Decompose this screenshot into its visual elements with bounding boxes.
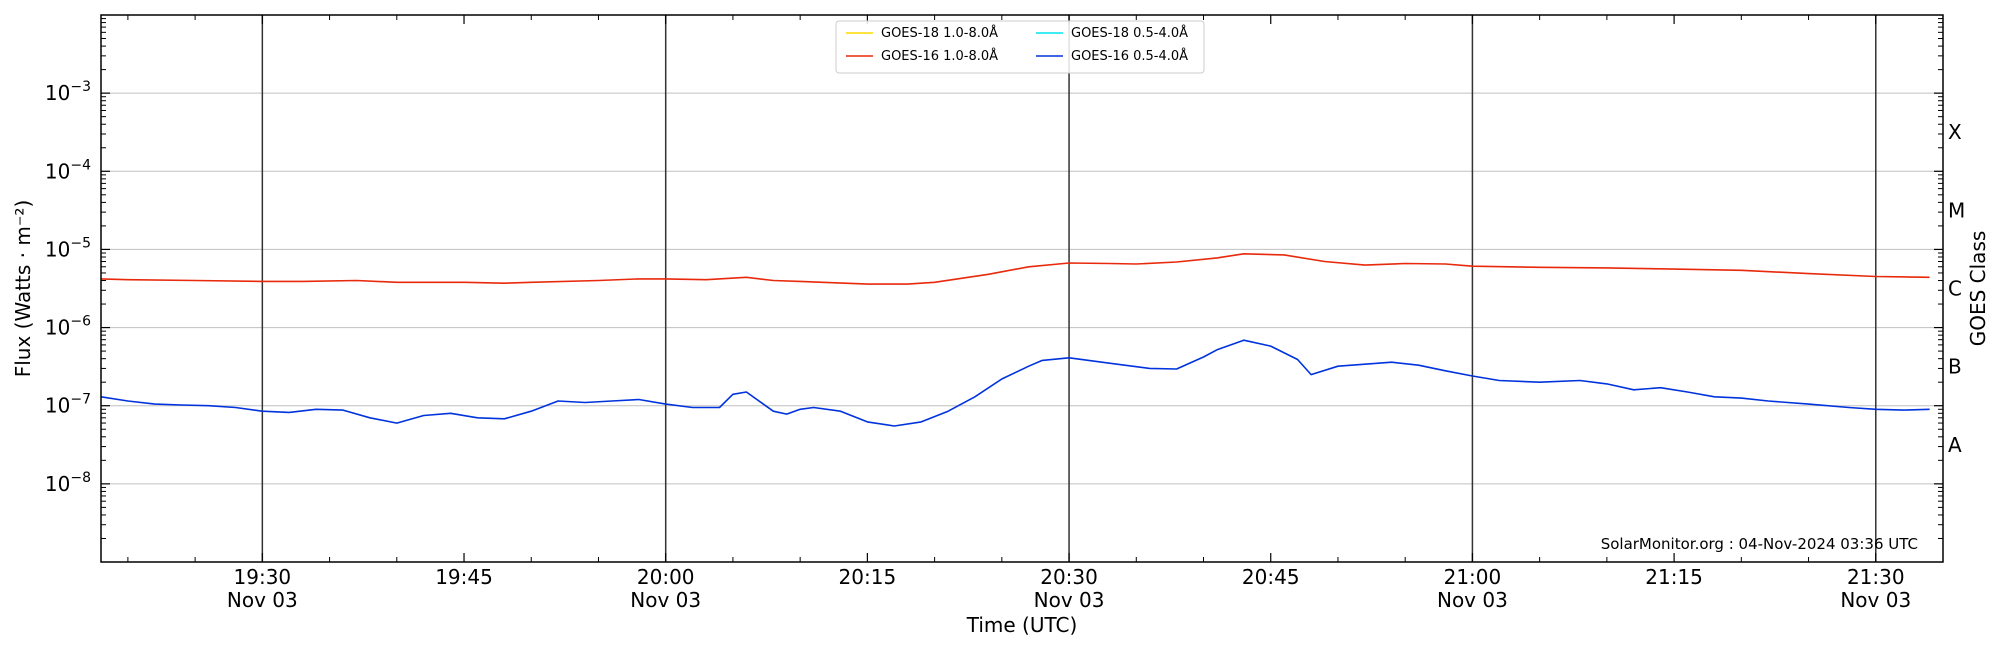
y-tick-label: 10−4: [45, 157, 91, 183]
y-tick-base: 10: [45, 159, 70, 183]
goes-class-label: B: [1948, 355, 1962, 379]
x-tick-date-label: Nov 03: [630, 588, 701, 612]
x-tick-date-label: Nov 03: [1840, 588, 1911, 612]
grid-layer: [101, 92, 1943, 485]
y-tick-label: 10−8: [45, 470, 91, 496]
goes-class-labels: A B C M X: [1948, 120, 1965, 457]
legend-label: GOES-18 0.5-4.0Å: [1071, 25, 1188, 41]
x-tick-label: 21:15: [1645, 565, 1703, 589]
legend-label: GOES-16 0.5-4.0Å: [1071, 48, 1188, 64]
x-tick-label: 20:30: [1040, 565, 1098, 589]
y-axis-right-title: GOES Class: [1966, 231, 1990, 347]
y-axis-title: Flux (Watts · m⁻²): [11, 200, 35, 378]
x-tick-label: 19:45: [435, 565, 493, 589]
y-tick-base: 10: [45, 472, 70, 496]
plot-frame: [100, 14, 1944, 563]
y-tick-exponent: −5: [70, 235, 91, 251]
x-tick-label: 19:30: [234, 565, 292, 589]
x-tick-date-label: Nov 03: [1034, 588, 1105, 612]
x-tick-label: 20:00: [637, 565, 695, 589]
y-tick-exponent: −3: [70, 79, 91, 95]
legend-label: GOES-18 1.0-8.0Å: [881, 25, 998, 41]
y-tick-base: 10: [45, 81, 70, 105]
series-line: [100, 253, 1930, 285]
x-axis-title: Time (UTC): [966, 613, 1078, 637]
x-tick-date-label: Nov 03: [1437, 588, 1508, 612]
legend: GOES-18 1.0-8.0Å GOES-18 0.5-4.0Å GOES-16 …: [835, 20, 1205, 74]
goes-class-label: X: [1948, 120, 1962, 144]
x-tick-label: 20:45: [1242, 565, 1300, 589]
y-tick-label: 10−3: [45, 79, 91, 105]
y-tick-base: 10: [45, 316, 70, 340]
series-layer: [100, 253, 1930, 427]
y-tick-exponent: −8: [70, 470, 91, 486]
y-tick-base: 10: [45, 237, 70, 261]
x-tick-label: 20:15: [839, 565, 897, 589]
y-tick-exponent: −4: [70, 157, 91, 173]
y-tick-exponent: −6: [70, 314, 91, 330]
credit-text: SolarMonitor.org : 04-Nov-2024 03:36 UTC: [1601, 535, 1918, 553]
y-tick-label: 10−5: [45, 235, 91, 261]
series-line: [100, 339, 1930, 427]
goes-class-label: M: [1948, 198, 1965, 222]
y-tick-label: 10−7: [45, 392, 91, 418]
legend-label: GOES-16 1.0-8.0Å: [881, 48, 998, 64]
legend-box: [835, 20, 1205, 74]
goes-class-label: A: [1948, 433, 1962, 457]
goes-class-label: C: [1948, 277, 1962, 301]
vertical-lines: [261, 15, 1877, 562]
y-tick-exponent: −7: [70, 392, 91, 408]
x-tick-date-label: Nov 03: [227, 588, 298, 612]
x-tick-label: 21:30: [1847, 565, 1905, 589]
y-tick-label: 10−6: [45, 314, 91, 340]
x-tick-label: 21:00: [1444, 565, 1502, 589]
y-tick-base: 10: [45, 394, 70, 418]
